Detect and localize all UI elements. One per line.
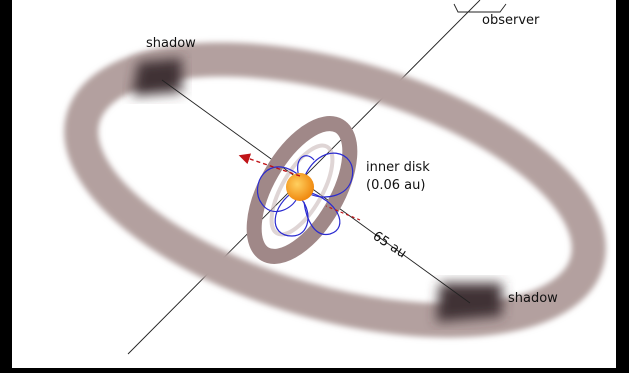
outflow-arrow — [238, 153, 301, 177]
inflow-arrow — [325, 205, 361, 221]
shadow-label-bottom: shadow — [508, 291, 558, 306]
central-star — [286, 173, 314, 201]
inner-disk — [246, 116, 358, 264]
observer-marker — [453, 3, 507, 13]
inner-disk-size-label: (0.06 au) — [366, 178, 425, 193]
observer-label: observer — [482, 13, 540, 28]
shadow-label-top: shadow — [146, 36, 196, 51]
distance-label: 65 au — [370, 229, 409, 262]
shadow-axis — [161, 79, 471, 304]
shadow-patch-top — [132, 58, 182, 96]
inner-disk-label: inner disk — [366, 160, 430, 175]
outer-ring — [64, 42, 606, 338]
